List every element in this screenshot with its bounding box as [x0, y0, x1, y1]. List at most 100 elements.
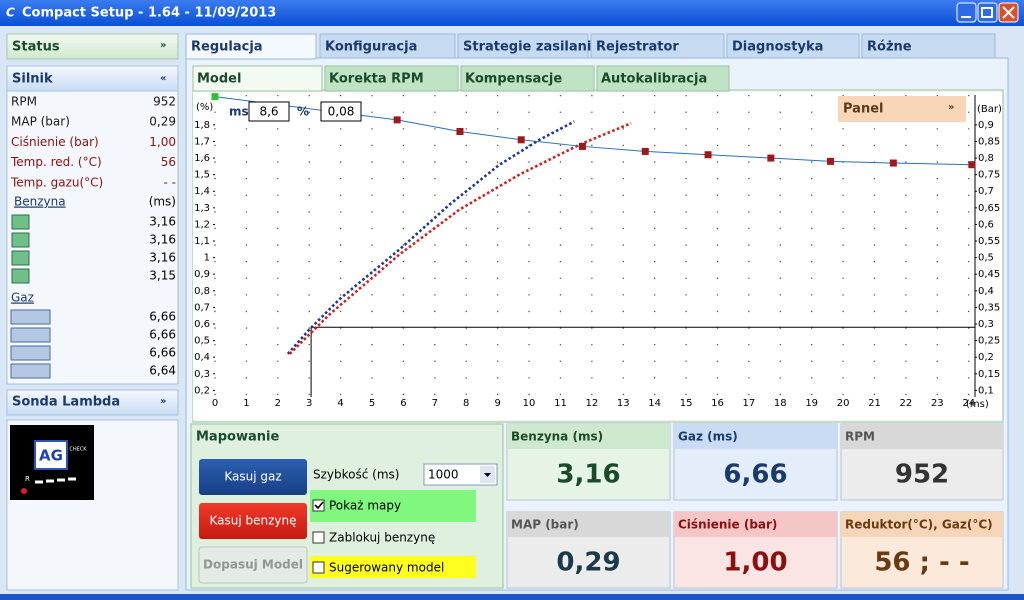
y-tick-label: 1,7	[194, 136, 210, 147]
cb1-check	[314, 501, 324, 510]
cb2-box[interactable]	[312, 531, 325, 544]
y2-tick-label: 0,15	[978, 369, 1000, 380]
silnik-row-label: Temp. red. (°C)	[10, 155, 102, 169]
card-header	[507, 512, 670, 537]
benzyna-value: 3,16	[149, 233, 176, 247]
tab[interactable]	[185, 33, 317, 60]
y-tick-label: 1,8	[194, 120, 210, 131]
tab-label: Strategie zasilania	[463, 40, 600, 55]
window-button-icons	[961, 6, 1015, 19]
x-tick-label: 22	[900, 398, 913, 409]
benzyna-label: Benzyna	[14, 195, 66, 209]
subtab[interactable]	[192, 65, 323, 92]
y-tick-label: 0,4	[194, 352, 210, 363]
subtab[interactable]	[324, 65, 459, 92]
y-tick-label: 1,4	[194, 186, 210, 197]
card-title: RPM	[845, 430, 875, 444]
card-title: Benzyna (ms)	[511, 430, 603, 444]
logo-text: AG	[39, 447, 63, 465]
card-header	[841, 424, 1003, 449]
silnik-row-label: Ciśnienie (bar)	[11, 135, 99, 149]
ms-box	[248, 101, 290, 122]
kasuj-benzyne-label: Kasuj benzynę	[209, 514, 296, 528]
title-bar	[0, 0, 1024, 26]
subtab[interactable]	[596, 65, 730, 92]
ms-value: 8,6	[259, 105, 278, 119]
panel-button[interactable]	[838, 96, 966, 122]
maximize-button[interactable]	[977, 2, 998, 23]
silnik-row-value: 952	[153, 95, 176, 109]
series-point	[517, 136, 525, 144]
tab[interactable]	[319, 33, 456, 59]
speed-select[interactable]	[423, 463, 498, 486]
y-unit: (%)	[196, 102, 213, 113]
x-tick-label: 3	[306, 398, 312, 409]
x-tick-label: 23	[931, 398, 944, 409]
series-point	[641, 147, 649, 155]
x-tick-label: 10	[523, 398, 536, 409]
gaz-indicator	[10, 327, 51, 343]
cb1-box[interactable]	[312, 499, 325, 512]
benzyna-value: 3,16	[149, 215, 176, 229]
y2-tick-label: 0,45	[978, 269, 1000, 280]
subtab-label: Model	[197, 72, 241, 87]
kasuj-benzyne-button[interactable]	[199, 503, 307, 539]
tab-label: Konfiguracja	[325, 40, 417, 55]
window-title: Compact Setup - 1.64 - 11/09/2013	[22, 6, 276, 21]
pct-label: %	[297, 105, 309, 119]
logo-check: CHECK	[69, 447, 87, 453]
dropdown-arrow	[484, 473, 491, 477]
mapowanie-title: Mapowanie	[196, 430, 279, 445]
cb3-box[interactable]	[312, 561, 325, 574]
benzyna-unit: (ms)	[149, 195, 176, 209]
y-tick-label: 0,9	[194, 269, 210, 280]
gaz-indicator	[10, 345, 51, 361]
card-title: Gaz (ms)	[678, 430, 738, 444]
app-icon: C	[6, 6, 15, 20]
x-tick-label: 7	[432, 398, 438, 409]
card-header	[674, 424, 837, 449]
card-header	[674, 512, 837, 537]
dopasuj-model-button[interactable]	[198, 546, 308, 584]
y2-tick-label: 0,85	[978, 136, 1000, 147]
tab-label: Regulacja	[191, 40, 263, 55]
x-tick-label: 5	[369, 398, 375, 409]
panel-label: Panel	[843, 102, 883, 117]
kasuj-gaz-button[interactable]	[199, 459, 307, 495]
tab[interactable]	[861, 33, 996, 59]
y-tick-label: 0,8	[194, 286, 210, 297]
y2-tick-label: 0,4	[978, 286, 994, 297]
tab[interactable]	[457, 33, 589, 59]
series-point	[827, 157, 835, 165]
subtab[interactable]	[460, 65, 595, 92]
benzyna-value: 3,16	[149, 251, 176, 265]
status-header[interactable]	[6, 33, 179, 60]
gaz-value: 6,64	[149, 364, 176, 378]
silnik-header[interactable]	[6, 65, 179, 92]
speed-value: 1000	[428, 468, 459, 482]
y-tick-label: 1,5	[194, 170, 210, 181]
minimize-button[interactable]	[956, 2, 977, 23]
x-tick-label: 2	[275, 398, 281, 409]
silnik-row-value: - -	[164, 175, 176, 189]
series-point	[211, 93, 219, 101]
silnik-row-value: 1,00	[149, 135, 176, 149]
card-value: 1,00	[723, 548, 787, 578]
tab[interactable]	[590, 33, 725, 59]
sonda-header[interactable]	[6, 389, 179, 416]
series-point	[578, 142, 586, 150]
gaz-indicator	[10, 309, 51, 325]
card-value: 6,66	[723, 460, 787, 490]
silnik-row-label: MAP (bar)	[11, 115, 70, 129]
logo-r: R	[25, 475, 30, 483]
subtab-label: Kompensacje	[465, 72, 562, 87]
cb2-label: Zablokuj benzynę	[329, 531, 435, 545]
gaz-value: 6,66	[149, 346, 176, 360]
y2-tick-label: 0,1	[978, 385, 994, 396]
x-tick-label: 11	[554, 398, 567, 409]
y-tick-label: 1,1	[194, 236, 210, 247]
series-point	[393, 116, 401, 124]
tab[interactable]	[726, 33, 860, 59]
x-tick-label: 19	[805, 398, 818, 409]
